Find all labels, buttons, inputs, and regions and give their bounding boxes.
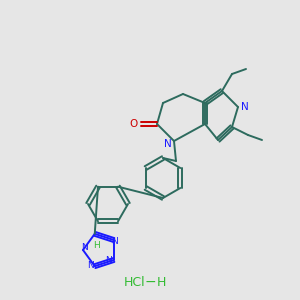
Text: O: O — [129, 119, 137, 129]
Text: N: N — [81, 244, 87, 253]
Text: H: H — [93, 241, 99, 250]
Text: HCl: HCl — [124, 275, 146, 289]
Text: N: N — [164, 139, 172, 149]
Text: H: H — [156, 275, 166, 289]
Text: N: N — [87, 261, 94, 270]
Text: N: N — [111, 236, 118, 245]
Text: N: N — [241, 102, 249, 112]
Text: N: N — [105, 256, 112, 266]
Text: −: − — [144, 275, 156, 289]
